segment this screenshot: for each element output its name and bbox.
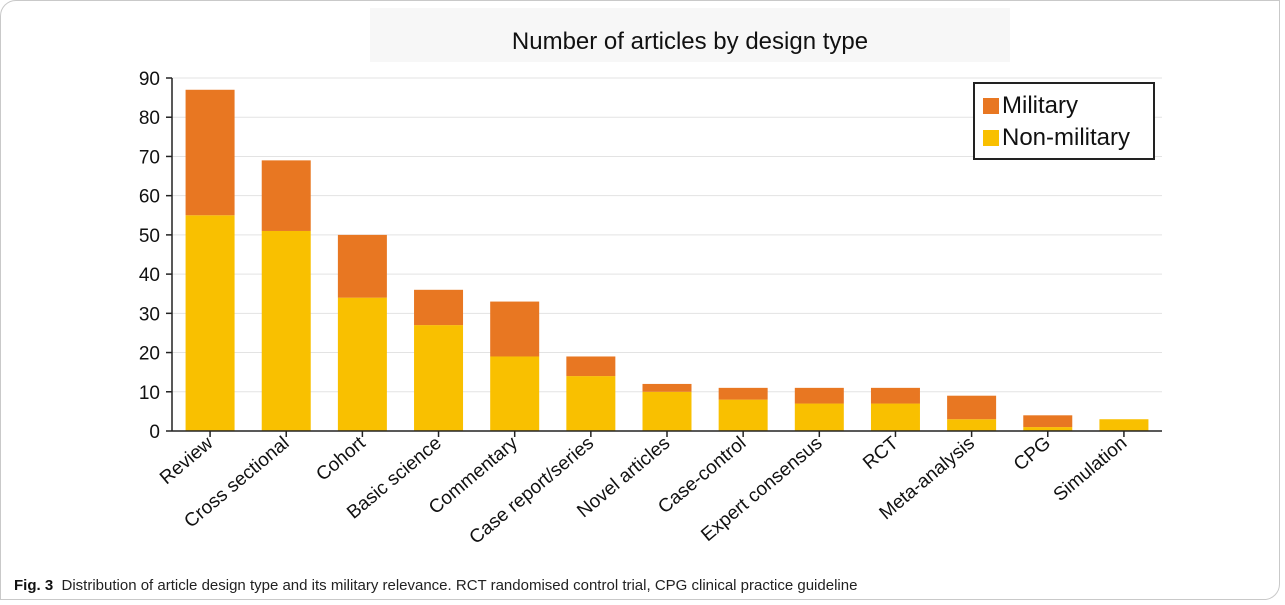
bar-military-9 (870, 387, 920, 404)
y-tick-label: 70 (139, 147, 160, 168)
y-tick-label: 30 (139, 304, 160, 325)
legend-swatch-military (983, 98, 999, 114)
bar-non-military-12 (1099, 419, 1149, 431)
bar-non-military-6 (642, 391, 692, 431)
y-tick-label: 20 (139, 344, 160, 365)
bar-non-military-5 (566, 376, 616, 431)
bar-non-military-2 (337, 297, 387, 431)
x-tick-label: RCT (859, 432, 903, 473)
bar-military-10 (947, 395, 997, 420)
x-tick-label: Review (156, 433, 217, 489)
legend-label-military: Military (1002, 92, 1078, 119)
legend-label-non-military: Non-military (1002, 124, 1131, 151)
bar-non-military-9 (870, 403, 920, 431)
x-tick-label: Simulation (1050, 433, 1131, 506)
bar-non-military-7 (718, 399, 768, 431)
legend-swatch-non-military (983, 130, 999, 146)
y-tick-label: 0 (149, 422, 160, 443)
y-tick-label: 80 (139, 108, 160, 129)
y-tick-label: 40 (139, 265, 160, 286)
bar-non-military-11 (1023, 427, 1073, 431)
bar-non-military-10 (947, 419, 997, 431)
x-tick-label: CPG (1010, 433, 1055, 476)
bar-non-military-0 (185, 215, 235, 431)
bar-military-3 (414, 289, 464, 326)
y-tick-label: 60 (139, 187, 160, 208)
chart-title-band: Number of articles by design type (370, 8, 1010, 62)
bar-military-4 (490, 301, 540, 357)
bar-non-military-3 (414, 325, 464, 431)
bar-military-2 (337, 234, 387, 298)
bar-military-6 (642, 383, 692, 392)
x-tick-label: Case report/series (466, 433, 598, 549)
y-tick-label: 10 (139, 383, 160, 404)
legend-item-non-military: Non-military (983, 124, 1130, 152)
bar-military-8 (794, 387, 844, 404)
bar-military-0 (185, 89, 235, 216)
x-tick-label: Cohort (312, 432, 370, 485)
bar-non-military-8 (794, 403, 844, 431)
figure-caption: Fig. 3 Distribution of article design ty… (14, 577, 857, 594)
bar-military-11 (1023, 415, 1073, 428)
bar-non-military-4 (490, 356, 540, 431)
bar-military-1 (261, 160, 311, 231)
y-tick-label: 90 (139, 69, 160, 90)
chart-legend: Military Non-military (973, 82, 1155, 160)
bar-non-military-1 (261, 230, 311, 431)
chart-title: Number of articles by design type (511, 28, 869, 55)
y-tick-label: 50 (139, 226, 160, 247)
legend-item-military: Military (983, 92, 1078, 120)
bar-military-7 (718, 387, 768, 400)
bar-military-5 (566, 356, 616, 377)
figure-caption-text: Distribution of article design type and … (61, 577, 858, 594)
figure-label: Fig. 3 (14, 577, 54, 594)
